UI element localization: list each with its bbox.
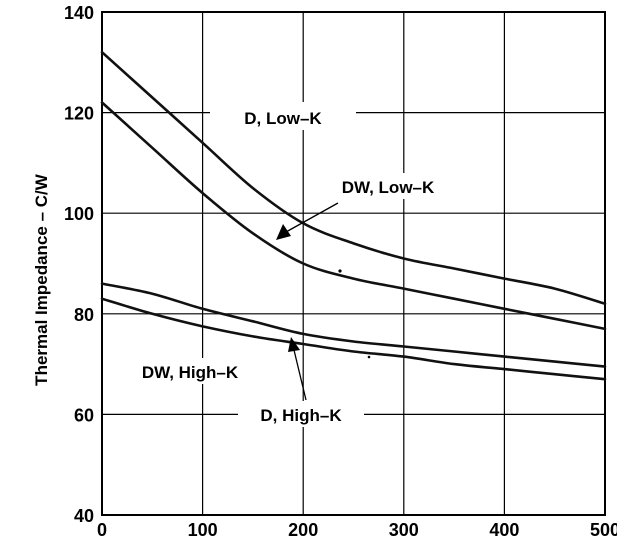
series-line-3 <box>100 282 607 368</box>
x-tick-label: 300 <box>389 520 419 540</box>
curves <box>100 50 607 381</box>
y-tick-label: 80 <box>74 305 94 325</box>
annotation-d-low-k: D, Low–K <box>210 102 356 130</box>
arrowhead-d-high-k <box>288 337 300 352</box>
annotation-dw-low-k: DW, Low–K <box>276 173 449 240</box>
x-tick-label: 200 <box>288 520 318 540</box>
grid <box>101 11 606 516</box>
annotation-d-high-k-text: D, High–K <box>260 406 342 425</box>
x-tick-label: 100 <box>188 520 218 540</box>
series-line-1 <box>100 50 607 305</box>
annotation-dw-low-k-text: DW, Low–K <box>342 178 435 197</box>
y-axis-label: Thermal Impedance – C/W <box>32 173 51 386</box>
leader-d-high-k <box>293 349 307 401</box>
y-tick-label: 120 <box>64 104 94 124</box>
speck <box>338 269 342 273</box>
x-tick-label: 0 <box>97 520 107 540</box>
plot-frame <box>101 11 606 516</box>
annotation-d-low-k-text: D, Low–K <box>244 109 322 128</box>
y-tick-label: 40 <box>74 506 94 526</box>
annotation-dw-high-k: DW, High–K <box>124 358 256 384</box>
y-tick-label: 60 <box>74 405 94 425</box>
speck <box>367 355 371 359</box>
series-line-2 <box>100 101 607 331</box>
y-tick-label: 140 <box>64 3 94 23</box>
arrowhead-dw-low-k <box>276 224 291 240</box>
y-tick-label: 100 <box>64 204 94 224</box>
series-line-4 <box>100 297 607 381</box>
x-tick-label: 400 <box>489 520 519 540</box>
leader-dw-low-k <box>285 202 339 233</box>
x-tick-label: 500 <box>590 520 617 540</box>
annotation-dw-high-k-text: DW, High–K <box>142 363 239 382</box>
annotation-d-high-k: D, High–K <box>238 337 364 427</box>
tick-labels: 0 100 200 300 400 500 40 60 80 100 120 140 <box>64 3 617 540</box>
